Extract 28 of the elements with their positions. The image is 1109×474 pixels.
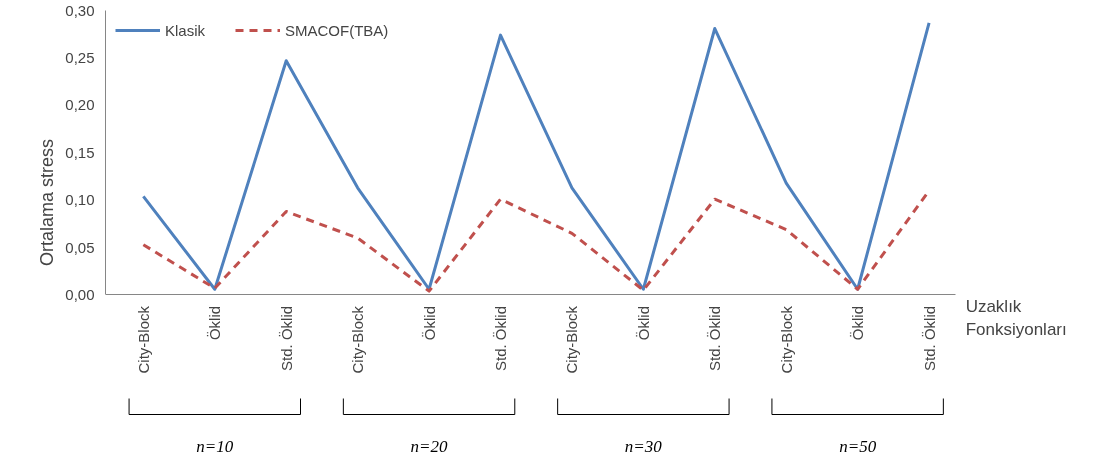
text: n=50 bbox=[839, 437, 877, 456]
text: n=20 bbox=[410, 437, 449, 456]
x-tick-label: City-Block bbox=[349, 305, 367, 374]
y-tick-label: 0,20 bbox=[65, 96, 95, 114]
y-tick-label: 0,10 bbox=[65, 191, 95, 209]
x-tick-label: Std. Öklid bbox=[277, 305, 295, 371]
x-tick-label: Std. Öklid bbox=[706, 305, 724, 371]
text: n=10 bbox=[196, 437, 234, 456]
x-axis-title: Uzaklık Fonksiyonları bbox=[965, 296, 1067, 339]
y-tick-label: 0,30 bbox=[65, 1, 95, 19]
y-axis-title: Ortalama stress bbox=[37, 138, 58, 267]
x-tick-label: City-Block bbox=[563, 305, 581, 374]
x-tick-label: City-Block bbox=[777, 305, 795, 374]
y-tick-label: 0,05 bbox=[65, 238, 95, 256]
text: n=30 bbox=[624, 437, 663, 456]
x-tick-label: Std. Öklid bbox=[920, 305, 938, 371]
x-tick-label: Öklid bbox=[420, 305, 438, 341]
x-tick-label: Öklid bbox=[634, 305, 652, 341]
legend-label: SMACOF(TBA) bbox=[285, 21, 389, 39]
legend-label: Klasik bbox=[165, 21, 206, 39]
y-tick-label: 0,25 bbox=[65, 48, 95, 66]
y-tick-label: 0,15 bbox=[65, 143, 95, 161]
x-tick-label: City-Block bbox=[134, 305, 152, 374]
x-tick-label: Öklid bbox=[206, 305, 224, 341]
x-tick-label: Öklid bbox=[849, 305, 867, 341]
x-tick-label: Std. Öklid bbox=[492, 305, 509, 371]
y-tick-label: 0,00 bbox=[65, 285, 95, 303]
line-series bbox=[141, 21, 931, 291]
